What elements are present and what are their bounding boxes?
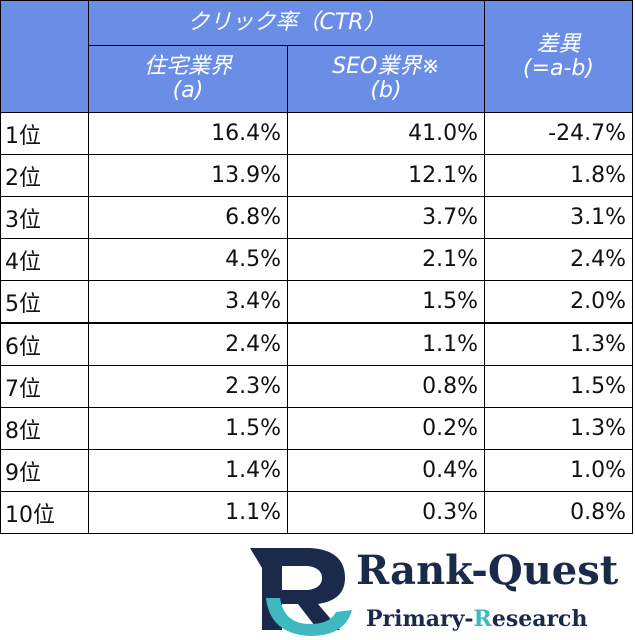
header-line: SEO業界※: [332, 54, 440, 79]
value-cell: 2.4%: [484, 238, 633, 281]
table-row: 1位 16.4% 41.0% -24.7%: [0, 112, 633, 155]
value-cell: -24.7%: [484, 112, 633, 155]
table-row: 6位 2.4% 1.1% 1.3%: [0, 322, 633, 366]
value-cell: 0.8%: [484, 491, 633, 534]
header-line: (b): [370, 78, 402, 103]
table-row: 3位 6.8% 3.7% 3.1%: [0, 196, 633, 239]
tagline-part: esearch: [492, 606, 588, 632]
header-group: クリック率（CTR）: [88, 0, 485, 46]
table-row: 2位 13.9% 12.1% 1.8%: [0, 154, 633, 197]
ctr-table: クリック率（CTR） 差異 (=a-b) 住宅業界 (a) SEO業界※ (b)…: [0, 0, 633, 534]
value-cell: 12.1%: [287, 154, 485, 197]
rank-cell: 7位: [0, 365, 89, 408]
value-cell: 13.9%: [88, 154, 288, 197]
value-cell: 1.5%: [287, 280, 485, 324]
value-cell: 4.5%: [88, 238, 288, 281]
rank-cell: 5位: [0, 280, 89, 324]
logo-name: Rank-Quest: [356, 547, 619, 594]
rank-cell: 6位: [0, 322, 89, 366]
value-cell: 1.5%: [88, 407, 288, 450]
header-line: (a): [172, 78, 204, 103]
value-cell: 1.0%: [484, 449, 633, 492]
header-empty: [0, 0, 89, 113]
logo-tagline: Primary-Research: [366, 606, 587, 632]
header-diff: 差異 (=a-b): [484, 0, 633, 113]
value-cell: 41.0%: [287, 112, 485, 155]
header-b: SEO業界※ (b): [287, 45, 485, 113]
table-row: 10位 1.1% 0.3% 0.8%: [0, 491, 633, 534]
value-cell: 16.4%: [88, 112, 288, 155]
rank-cell: 3位: [0, 196, 89, 239]
value-cell: 1.8%: [484, 154, 633, 197]
value-cell: 1.3%: [484, 322, 633, 366]
rank-cell: 9位: [0, 449, 89, 492]
rank-cell: 8位: [0, 407, 89, 450]
value-cell: 0.2%: [287, 407, 485, 450]
table-row: 8位 1.5% 0.2% 1.3%: [0, 407, 633, 450]
value-cell: 1.1%: [88, 491, 288, 534]
rank-cell: 4位: [0, 238, 89, 281]
header-line: 住宅業界: [143, 54, 232, 79]
tagline-part: Primary-: [366, 606, 474, 632]
header-line: (=a-b): [523, 55, 594, 81]
table-row: 9位 1.4% 0.4% 1.0%: [0, 449, 633, 492]
table-row: 4位 4.5% 2.1% 2.4%: [0, 238, 633, 281]
rank-cell: 10位: [0, 491, 89, 534]
value-cell: 0.4%: [287, 449, 485, 492]
logo-icon: [250, 548, 352, 636]
header-a: 住宅業界 (a): [88, 45, 288, 113]
value-cell: 3.1%: [484, 196, 633, 239]
value-cell: 1.3%: [484, 407, 633, 450]
table-body: 1位 16.4% 41.0% -24.7% 2位 13.9% 12.1% 1.8% 3位 6.8%…: [0, 112, 633, 534]
value-cell: 0.3%: [287, 491, 485, 534]
value-cell: 2.1%: [287, 238, 485, 281]
value-cell: 0.8%: [287, 365, 485, 408]
value-cell: 3.7%: [287, 196, 485, 239]
tagline-part: R: [474, 606, 493, 632]
value-cell: 6.8%: [88, 196, 288, 239]
table-row: 7位 2.3% 0.8% 1.5%: [0, 365, 633, 408]
value-cell: 1.4%: [88, 449, 288, 492]
value-cell: 2.0%: [484, 280, 633, 324]
value-cell: 2.4%: [88, 322, 288, 366]
rank-cell: 1位: [0, 112, 89, 155]
value-cell: 3.4%: [88, 280, 288, 324]
value-cell: 1.5%: [484, 365, 633, 408]
value-cell: 1.1%: [287, 322, 485, 366]
rank-cell: 2位: [0, 154, 89, 197]
table-row: 5位 3.4% 1.5% 2.0%: [0, 280, 633, 324]
logo: Rank-Quest Primary-Research: [250, 547, 619, 636]
header-line: 差異: [536, 31, 581, 57]
value-cell: 2.3%: [88, 365, 288, 408]
